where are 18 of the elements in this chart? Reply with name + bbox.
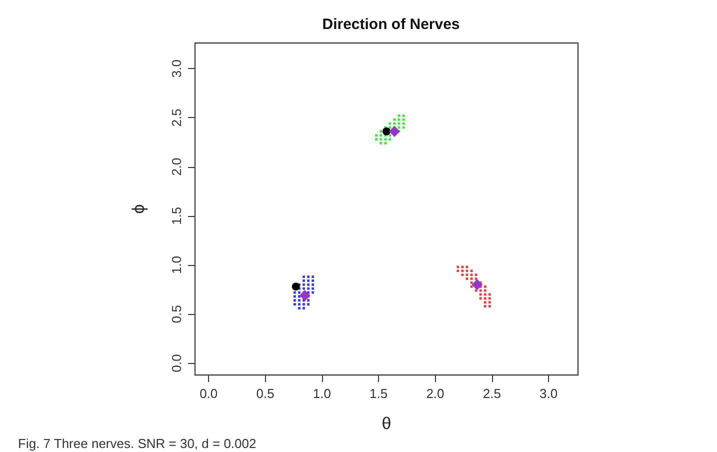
x-tick-label: 0.0: [200, 386, 218, 401]
y-tick-label: 0.5: [169, 305, 184, 324]
y-tick-label: 0.0: [169, 354, 184, 372]
y-tick-label: 1.0: [169, 256, 184, 274]
y-tick-label: 2.5: [169, 108, 184, 127]
caption: Fig. 7 Three nerves. SNR = 30, d = 0.002: [18, 436, 256, 451]
y-tick-label: 1.5: [169, 206, 184, 225]
chart-title: Direction of Nerves: [322, 16, 460, 33]
y-axis-title: ϕ: [129, 204, 148, 214]
x-tick-label: 1.5: [370, 386, 388, 401]
x-tick-label: 3.0: [540, 386, 558, 401]
x-tick-label: 1.0: [312, 386, 331, 401]
x-tick-label: 2.5: [482, 386, 501, 401]
x-axis-title: θ: [382, 414, 392, 433]
x-tick-label: 0.5: [256, 386, 274, 401]
x-tick-label: 2.0: [426, 386, 444, 401]
y-tick-label: 2.0: [169, 158, 184, 176]
y-tick-label: 3.0: [169, 60, 184, 78]
